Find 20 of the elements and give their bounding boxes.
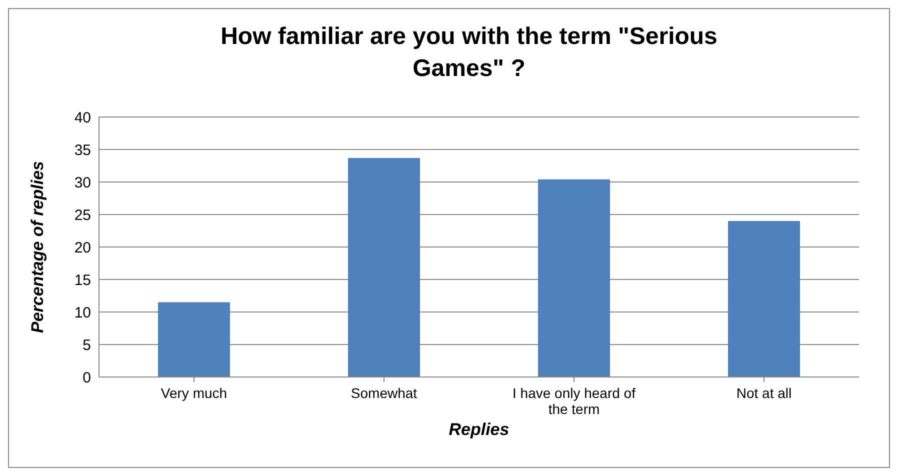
y-tick-label: 0 [82, 369, 91, 386]
bar [728, 221, 800, 377]
bar [538, 179, 610, 377]
y-tick-label: 40 [74, 109, 91, 126]
chart-title: How familiar are you with the term "Serious Games" ? [220, 22, 718, 84]
y-tick-label: 30 [74, 174, 91, 192]
x-tick-label: Very much [160, 385, 228, 401]
y-tick-label: 5 [82, 336, 91, 354]
y-tick-label: 15 [74, 272, 91, 289]
x-tick-label: Somewhat [350, 385, 418, 401]
x-tick-label: I have only heard of the term [512, 385, 636, 417]
x-tick-label: Not at all [736, 385, 792, 401]
y-tick-label: 10 [74, 304, 91, 322]
y-tick-label: 35 [74, 142, 91, 159]
bar [348, 158, 420, 377]
x-axis-title: Replies [448, 420, 510, 439]
y-axis-title: Percentage of replies [28, 161, 48, 333]
y-tick-label: 25 [74, 206, 91, 224]
y-tick-label: 20 [74, 239, 91, 256]
bar [158, 302, 230, 377]
